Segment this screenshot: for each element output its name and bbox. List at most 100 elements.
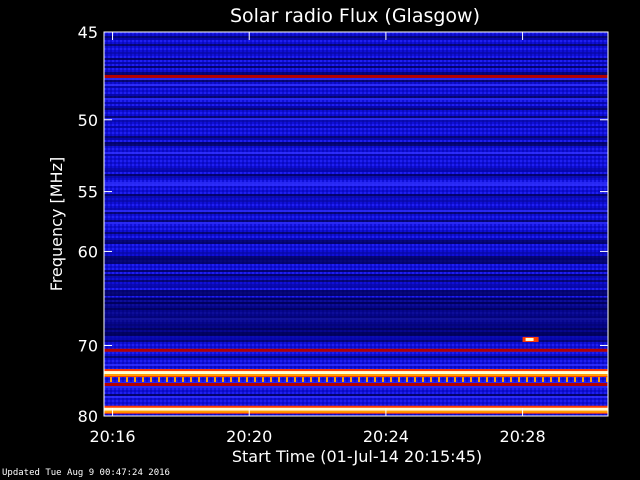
band-core: [104, 371, 608, 375]
spike-mark: [302, 377, 304, 383]
texture-stripe: [104, 144, 608, 146]
texture-stripe: [104, 286, 608, 288]
texture-stripe: [104, 116, 608, 118]
texture-stripe: [104, 126, 608, 128]
y-tick-label: 45: [78, 23, 98, 42]
y-tick-label: 60: [78, 242, 98, 261]
band-line: [104, 382, 608, 386]
spike-mark: [406, 377, 408, 383]
spike-mark: [326, 377, 328, 383]
spike-mark: [270, 377, 272, 383]
spike-mark: [286, 377, 288, 383]
spike-mark: [550, 377, 552, 383]
spike-mark: [414, 377, 416, 383]
spike-mark: [526, 377, 528, 383]
texture-stripe: [104, 176, 608, 178]
spike-mark: [206, 377, 208, 383]
texture-stripe: [104, 256, 608, 258]
texture-stripe: [104, 196, 608, 198]
texture-stripe: [104, 120, 608, 122]
spike-mark: [390, 377, 392, 383]
texture-stripe: [104, 280, 608, 282]
chart-title: Solar radio Flux (Glasgow): [230, 5, 480, 27]
spike-mark: [582, 377, 584, 383]
texture-stripe: [104, 222, 608, 224]
spike-mark: [214, 377, 216, 383]
texture-stripe: [104, 44, 608, 46]
texture-stripe: [104, 270, 608, 272]
texture-stripe: [104, 152, 608, 154]
spike-mark: [534, 377, 536, 383]
texture-stripe: [104, 210, 608, 212]
band-edge: [104, 410, 608, 413]
spike-mark: [230, 377, 232, 383]
texture-stripe: [104, 62, 608, 64]
texture-stripe: [104, 240, 608, 242]
spike-mark: [438, 377, 440, 383]
spike-mark: [502, 377, 504, 383]
x-axis-label: Start Time (01-Jul-14 20:15:45): [232, 447, 482, 466]
dark-region: [104, 297, 608, 336]
texture-stripe: [104, 292, 608, 294]
texture-stripe: [104, 274, 608, 276]
plot-frame: [103, 31, 609, 417]
spike-mark: [558, 377, 560, 383]
spike-mark: [222, 377, 224, 383]
y-tick-label: 80: [78, 407, 98, 426]
spike-mark: [398, 377, 400, 383]
texture-stripe: [104, 142, 608, 144]
spike-mark: [134, 377, 136, 383]
texture-stripe: [104, 294, 608, 296]
texture-stripe: [104, 212, 608, 214]
spike-mark: [190, 377, 192, 383]
band-edge: [104, 374, 608, 377]
spike-mark: [366, 377, 368, 383]
spike-mark: [422, 377, 424, 383]
spike-mark: [126, 377, 128, 383]
spike-mark: [342, 377, 344, 383]
spike-mark: [574, 377, 576, 383]
spike-mark: [486, 377, 488, 383]
spike-mark: [318, 377, 320, 383]
texture-stripe: [104, 276, 608, 278]
spike-mark: [118, 377, 120, 383]
texture-stripe: [104, 194, 608, 196]
texture-stripe: [104, 106, 608, 108]
spike-mark: [542, 377, 544, 383]
texture-stripe: [104, 80, 608, 82]
texture-stripe: [104, 66, 608, 68]
spike-mark: [430, 377, 432, 383]
texture-stripe: [104, 136, 608, 138]
spike-mark: [494, 377, 496, 383]
texture-stripe: [104, 184, 608, 186]
spike-mark: [510, 377, 512, 383]
spike-mark: [294, 377, 296, 383]
texture-stripe: [104, 242, 608, 244]
texture-stripe: [104, 252, 608, 254]
texture-stripe: [104, 208, 608, 210]
texture-stripe: [104, 154, 608, 156]
texture-stripe: [104, 260, 608, 262]
spike-mark: [566, 377, 568, 383]
spike-mark: [254, 377, 256, 383]
texture-stripe: [104, 168, 608, 170]
texture-stripe: [104, 338, 608, 340]
texture-stripe: [104, 284, 608, 286]
texture-stripe: [104, 84, 608, 86]
texture-stripe: [104, 220, 608, 222]
spike-mark: [142, 377, 144, 383]
texture-stripe: [104, 238, 608, 240]
texture-stripe: [104, 78, 608, 80]
spike-mark: [278, 377, 280, 383]
texture-stripe: [104, 336, 608, 338]
texture-stripe: [104, 174, 608, 176]
spike-mark: [334, 377, 336, 383]
texture-stripe: [104, 96, 608, 98]
plot-area: [104, 32, 608, 416]
texture-stripe: [104, 58, 608, 60]
texture-stripe: [104, 200, 608, 202]
texture-stripe: [104, 394, 608, 396]
texture-stripe: [104, 170, 608, 172]
texture-stripe: [104, 396, 608, 398]
